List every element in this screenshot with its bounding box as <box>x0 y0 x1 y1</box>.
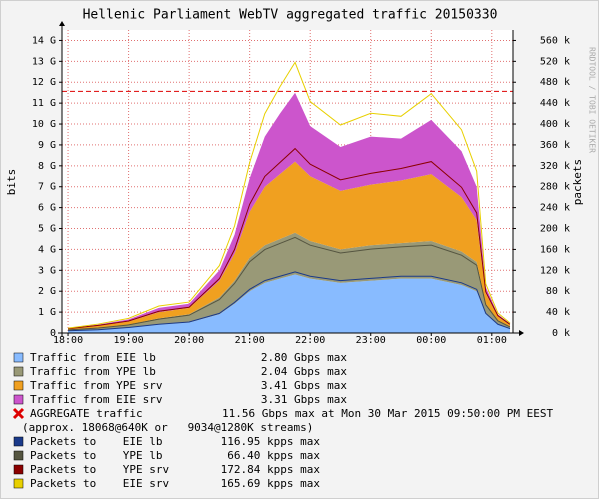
x-tick-label: 00:00 <box>416 335 446 346</box>
packet-line <box>68 271 511 332</box>
legend-label: Packets to YPE srv <box>30 463 169 476</box>
x-tick-label: 19:00 <box>114 335 144 346</box>
y-tick-label: 3 G <box>38 265 56 276</box>
y2-tick-label: 40 k <box>546 307 570 318</box>
y2-axis-label: packets <box>571 159 584 205</box>
y-tick-label: 12 G <box>32 77 56 88</box>
legend-label: Traffic from EIE srv <box>30 393 163 406</box>
y-tick-label: 1 G <box>38 307 56 318</box>
traffic-area <box>68 274 510 333</box>
y-tick-label: 6 G <box>38 203 56 214</box>
legend-swatch <box>13 394 24 405</box>
x-tick-label: 21:00 <box>235 335 265 346</box>
x-tick-label: 23:00 <box>356 335 386 346</box>
legend-swatch <box>13 478 24 489</box>
y-tick-label: 5 G <box>38 224 56 235</box>
legend-swatch <box>12 407 25 420</box>
traffic-area <box>68 92 510 329</box>
x-tick-label: 22:00 <box>295 335 325 346</box>
legend-stat: 165.69 kpps max <box>221 477 321 490</box>
y-tick-label: 7 G <box>38 182 56 193</box>
legend-label: Packets to YPE lb <box>30 449 162 462</box>
chart-title: Hellenic Parliament WebTV aggregated tra… <box>83 8 498 23</box>
legend-note: (approx. 18068@640K or 9034@1280K stream… <box>22 421 313 434</box>
y-axis-arrow <box>59 21 65 26</box>
legend-swatch <box>13 436 24 447</box>
y2-tick-label: 120 k <box>540 265 570 276</box>
legend-stat: 172.84 kpps max <box>221 463 321 476</box>
packet-line <box>67 61 511 329</box>
y2-tick-label: 440 k <box>540 98 570 109</box>
y2-tick-label: 200 k <box>540 224 570 235</box>
traffic-area <box>68 161 510 330</box>
y2-tick-label: 400 k <box>540 119 570 130</box>
legend-label: Traffic from YPE lb <box>30 365 156 378</box>
legend-label: Traffic from YPE srv <box>30 379 163 392</box>
legend-stat: 2.80 Gbps max <box>261 351 347 364</box>
legend-stat: 66.40 kpps max <box>227 449 320 462</box>
y-tick-label: 4 G <box>38 244 56 255</box>
y-tick-label: 9 G <box>38 140 56 151</box>
legend-stat: 3.31 Gbps max <box>261 393 347 406</box>
legend-label: Packets to EIE lb <box>30 435 162 448</box>
y2-tick-label: 280 k <box>540 182 570 193</box>
legend-label: AGGREGATE traffic <box>30 407 143 420</box>
y-tick-label: 11 G <box>32 98 56 109</box>
packet-line <box>68 147 511 330</box>
legend-stat: 11.56 Gbps max at Mon 30 Mar 2015 09:50:… <box>222 407 554 420</box>
legend-swatch <box>13 380 24 391</box>
legend-stat: 2.04 Gbps max <box>261 365 347 378</box>
y-tick-label: 14 G <box>32 35 56 46</box>
y2-tick-label: 320 k <box>540 161 570 172</box>
watermark: RRDTOOL / TOBI OETIKER <box>588 47 597 153</box>
y2-tick-label: 360 k <box>540 140 570 151</box>
x-tick-label: 18:00 <box>53 335 83 346</box>
legend-swatch <box>13 352 24 363</box>
legend-label: Packets to EIE srv <box>30 477 169 490</box>
legend-stat: 116.95 kpps max <box>221 435 321 448</box>
y2-tick-label: 560 k <box>540 35 570 46</box>
y-tick-label: 0 <box>50 328 56 339</box>
legend-swatch <box>13 450 24 461</box>
x-tick-label: 20:00 <box>174 335 204 346</box>
y2-tick-label: 520 k <box>540 56 570 67</box>
x-tick-label: 01:00 <box>477 335 507 346</box>
legend-swatch <box>13 366 24 377</box>
y-axis-label: bits <box>5 169 18 196</box>
y-tick-label: 10 G <box>32 119 56 130</box>
y2-tick-label: 80 k <box>546 286 570 297</box>
y2-tick-label: 160 k <box>540 244 570 255</box>
legend-swatch <box>13 464 24 475</box>
y2-tick-label: 240 k <box>540 203 570 214</box>
packet-line <box>68 236 511 331</box>
legend-stat: 3.41 Gbps max <box>261 379 347 392</box>
y-tick-label: 8 G <box>38 161 56 172</box>
y-tick-label: 2 G <box>38 286 56 297</box>
traffic-area <box>68 232 510 331</box>
x-axis-arrow <box>519 330 524 336</box>
y2-tick-label: 0 k <box>552 328 570 339</box>
y2-tick-label: 480 k <box>540 77 570 88</box>
y-tick-label: 13 G <box>32 56 56 67</box>
legend-label: Traffic from EIE lb <box>30 351 156 364</box>
